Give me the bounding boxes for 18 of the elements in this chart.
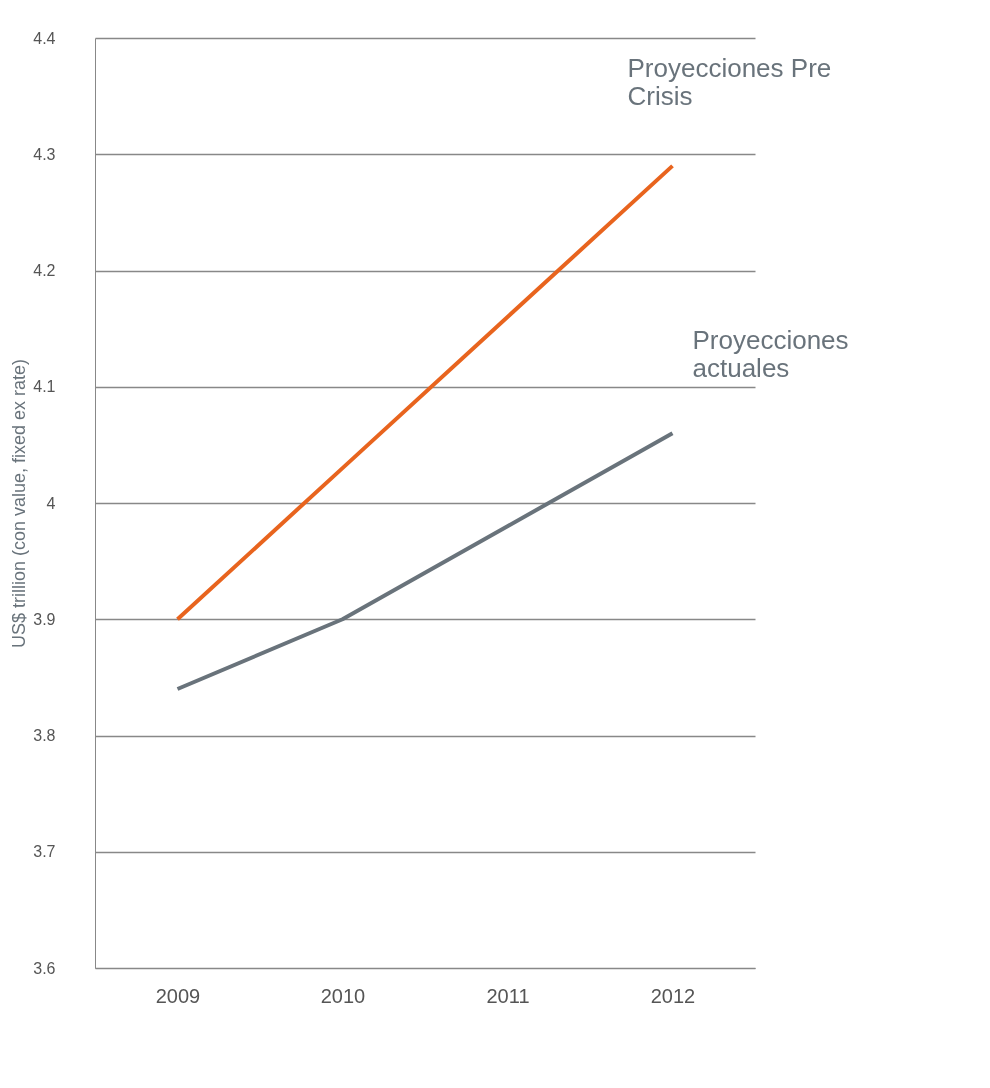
y-tick-label: 4 bbox=[46, 494, 56, 512]
line-series bbox=[175, 163, 675, 622]
x-tick-label: 2011 bbox=[486, 984, 530, 1007]
y-tick-label: 4.2 bbox=[33, 262, 56, 279]
x-tick-label: 2012 bbox=[650, 984, 696, 1007]
x-tick-label: 2010 bbox=[320, 984, 366, 1007]
y-tick-label: 4.4 bbox=[33, 29, 56, 47]
y-tick-label: 3.6 bbox=[33, 959, 56, 977]
text: Proyecciones actuales bbox=[692, 325, 849, 384]
y-tick-label: 3.8 bbox=[33, 727, 56, 744]
y-tick-label: 4.3 bbox=[33, 145, 56, 163]
y-axis-title: US$ trillion (con value, fixed ex rate) bbox=[9, 358, 30, 649]
x-tick-label: 2009 bbox=[155, 984, 201, 1007]
y-tick-label: 3.7 bbox=[33, 843, 56, 861]
y-tick-label: 3.9 bbox=[33, 610, 56, 628]
line-series bbox=[175, 431, 675, 691]
y-tick-label: 4.1 bbox=[33, 378, 56, 396]
text: Proyecciones Pre Crisis bbox=[627, 52, 832, 111]
